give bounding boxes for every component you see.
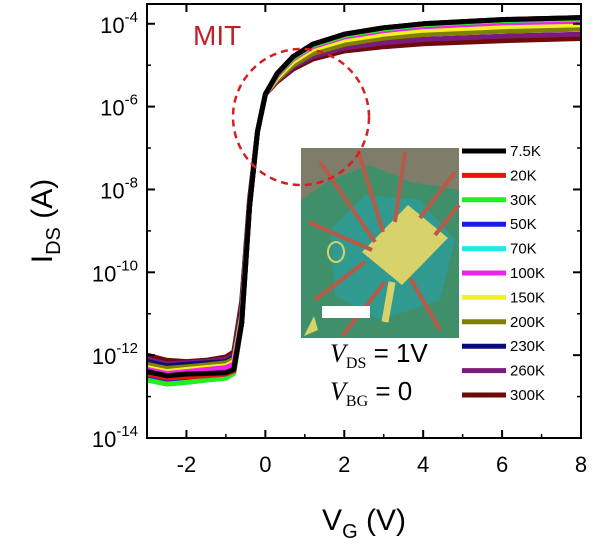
legend-label-70K: 70K	[510, 241, 537, 258]
x-tick-label: 4	[417, 452, 429, 477]
scale-bar	[322, 306, 370, 318]
y-axis: 10-14 10-12 10-10 10-8 10-6 10-4	[92, 9, 581, 452]
legend-label-100K: 100K	[510, 265, 545, 282]
y-tick-label: 10-10	[92, 257, 138, 286]
legend-label-230K: 230K	[510, 338, 545, 355]
y-tick-label: 10-8	[100, 174, 138, 203]
x-tick-label: 2	[338, 452, 350, 477]
y-tick-label: 10-12	[92, 340, 138, 369]
vbg-condition: VBG = 0	[330, 376, 412, 410]
x-axis-title: VG (V)	[322, 504, 406, 543]
mit-label: MIT	[193, 20, 241, 51]
x-tick-label: 0	[259, 452, 271, 477]
plot-area	[147, 15, 581, 387]
legend-label-150K: 150K	[510, 289, 545, 306]
y-tick-label: 10-6	[100, 92, 138, 121]
legend-label-260K: 260K	[510, 363, 545, 380]
legend-label-300K: 300K	[510, 387, 545, 404]
x-tick-label: 6	[496, 452, 508, 477]
legend-label-200K: 200K	[510, 314, 545, 331]
legend-label-50K: 50K	[510, 216, 537, 233]
mit-highlight-circle	[231, 47, 371, 187]
legend-label-30K: 30K	[510, 192, 537, 209]
y-tick-label: 10-14	[92, 423, 138, 452]
legend-label-7.5K: 7.5K	[510, 143, 541, 160]
plot-frame	[146, 3, 582, 439]
y-axis-title: IDS (A)	[26, 179, 65, 263]
legend: 7.5K 20K 30K 50K 70K 100K 150K 200K 230K 260K 300K	[462, 143, 545, 404]
series-line-7.5K	[147, 15, 581, 379]
x-axis: -2 0 2 4 6 8	[146, 4, 587, 477]
vds-condition: VDS = 1V	[330, 338, 428, 372]
x-tick-label: -2	[177, 452, 197, 477]
legend-label-20K: 20K	[510, 167, 537, 184]
y-tick-label: 10-4	[100, 9, 138, 38]
device-micrograph-inset	[301, 148, 461, 338]
x-tick-label: 8	[575, 452, 587, 477]
